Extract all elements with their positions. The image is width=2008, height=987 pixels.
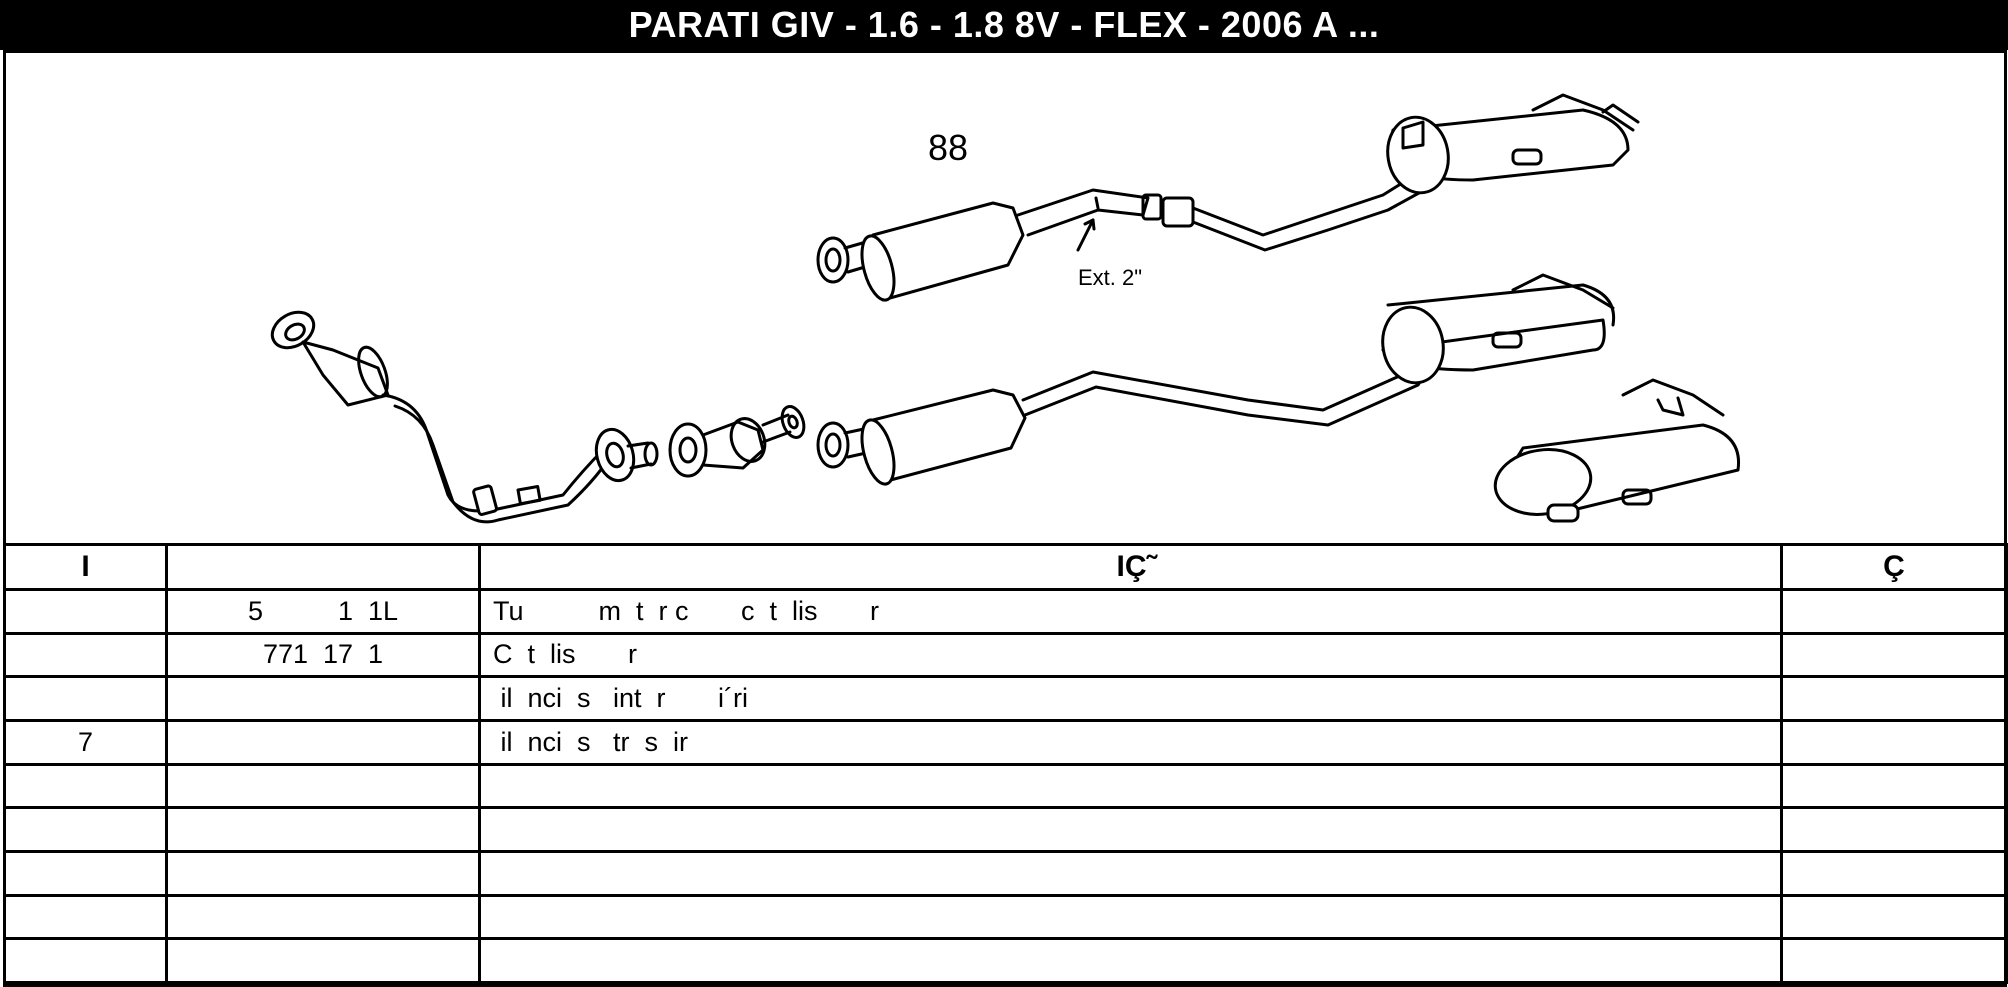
front-pipe-with-converter — [270, 310, 659, 524]
cell-code — [165, 762, 481, 810]
cell-description: Tu m t r c c t lis r — [478, 588, 1783, 635]
header-item: I — [3, 543, 168, 591]
cell-code — [165, 893, 481, 941]
cell-code: 771 17 1 — [165, 631, 481, 679]
rear-muffler-upper — [1161, 93, 1640, 252]
header-code — [165, 543, 481, 591]
cell-quantity — [1780, 937, 2008, 984]
cell-quantity — [1780, 631, 2008, 679]
exhaust-diagram: 88 Ext. 2" — [3, 50, 2005, 543]
part-number-label: 88 — [928, 127, 968, 168]
table-row — [3, 849, 2008, 897]
cell-quantity — [1780, 806, 2008, 853]
cell-description — [478, 893, 1783, 941]
cell-item — [3, 631, 168, 679]
cell-description: il nci s int r i´ri — [478, 675, 1783, 722]
cell-code — [165, 806, 481, 853]
cell-description — [478, 806, 1783, 853]
table-row — [3, 806, 2008, 853]
cell-description — [478, 762, 1783, 810]
cell-quantity — [1780, 718, 2008, 766]
table-row — [3, 762, 2008, 810]
catalytic-converter — [668, 405, 806, 478]
cell-item — [3, 588, 168, 635]
table-row: 771 17 1 C t lis r — [3, 631, 2008, 679]
cell-code: 5 1 1L — [165, 588, 481, 635]
cell-code — [165, 718, 481, 766]
table-row — [3, 893, 2008, 941]
page-title: PARATI GIV - 1.6 - 1.8 8V - FLEX - 2006 … — [0, 0, 2008, 50]
cell-quantity — [1780, 675, 2008, 722]
cell-item: 7 — [3, 718, 168, 766]
cell-code — [165, 675, 481, 722]
cell-description — [478, 849, 1783, 897]
cell-item — [3, 762, 168, 810]
intermediate-pipe-lower — [816, 273, 1616, 486]
intermediate-pipe-upper: 88 Ext. 2" — [816, 127, 1163, 302]
header-quantity: Ç — [1780, 543, 2008, 591]
cell-code — [165, 849, 481, 897]
cell-item — [3, 893, 168, 941]
cell-description — [478, 937, 1783, 984]
cell-quantity — [1780, 849, 2008, 897]
cell-description: C t lis r — [478, 631, 1783, 679]
cell-item — [3, 849, 168, 897]
cell-quantity — [1780, 588, 2008, 635]
parts-table: I IÇ˜ Ç 5 1 1L Tu m t r c c t lis r 771 … — [3, 543, 2008, 984]
cell-item — [3, 806, 168, 853]
cell-code — [165, 937, 481, 984]
table-row — [3, 937, 2008, 984]
header-description: IÇ˜ — [478, 543, 1783, 591]
table-row: 5 1 1L Tu m t r c c t lis r — [3, 588, 2008, 635]
cell-quantity — [1780, 762, 2008, 810]
table-header-row: I IÇ˜ Ç — [3, 543, 2008, 591]
extension-label: Ext. 2" — [1078, 265, 1142, 290]
table-row: il nci s int r i´ri — [3, 675, 2008, 722]
cell-item — [3, 937, 168, 984]
cell-quantity — [1780, 893, 2008, 941]
cell-item — [3, 675, 168, 722]
table-row: 7 il nci s tr s ir — [3, 718, 2008, 766]
rear-muffler-separate — [1493, 378, 1741, 523]
cell-description: il nci s tr s ir — [478, 718, 1783, 766]
